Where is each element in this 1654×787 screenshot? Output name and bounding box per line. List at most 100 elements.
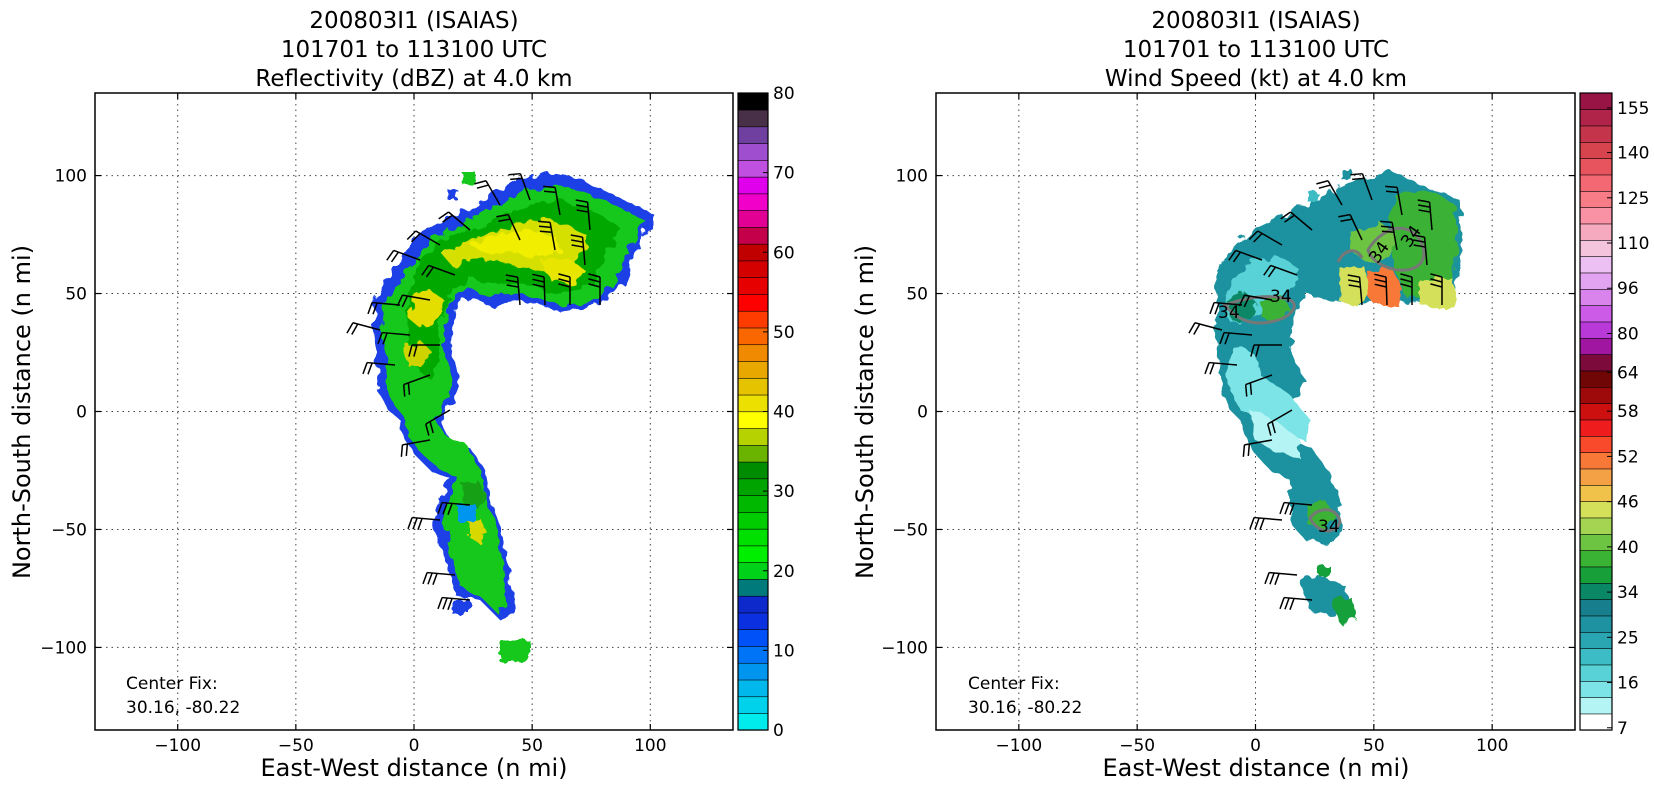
wind-barb-flag: [1385, 185, 1398, 189]
wind-barb-flag: [570, 234, 583, 238]
wind-barbs: [1188, 172, 1443, 610]
colorbar-swatch: [1579, 615, 1613, 633]
wind-barb-flag: [1289, 503, 1295, 515]
colorbar-tick-label: 7: [1617, 719, 1628, 739]
colorbar-tick-label: 20: [773, 562, 795, 582]
wind-barb-flag: [386, 249, 395, 261]
colorbar: 155 140 125 110 96 80 64 58 52 46 40 34 25 16 7: [1579, 92, 1649, 739]
colorbar-swatch: [1579, 582, 1613, 600]
wind-barb-flag: [442, 214, 453, 223]
wind-barb-flag: [1232, 251, 1242, 263]
wind-barb-flag: [372, 302, 378, 315]
wind-barb-flag: [1219, 332, 1225, 345]
colorbar-swatch: [737, 142, 769, 161]
wind-barb-flag: [1348, 284, 1361, 288]
wind-barb-flag: [1279, 597, 1285, 610]
wind-barb-flag: [1418, 209, 1431, 213]
x-tick-label: −100: [154, 736, 201, 756]
colorbar-swatch: [1579, 239, 1613, 257]
wind-barb-flag: [1374, 283, 1387, 288]
wind-barb-flag: [543, 190, 557, 194]
colorbar-swatch: [737, 478, 769, 496]
wind-barb-flag: [474, 180, 487, 185]
colorbar: 80 70 60 50 40 30 20 10 0: [737, 84, 795, 741]
wind-barb-flag: [427, 572, 433, 585]
y-tick-label: 0: [917, 403, 928, 423]
panel-title-line2: 101701 to 113100 UTC: [1123, 37, 1389, 63]
x-tick-label: −50: [1119, 736, 1155, 756]
colorbar-swatch: [1579, 468, 1613, 486]
x-axis-label: East-West distance (n mi): [260, 754, 567, 782]
wind-barb-flag: [1347, 274, 1360, 278]
colorbar-swatch: [1579, 125, 1613, 143]
wind-barb-flag: [1193, 323, 1201, 335]
wind-barb-flag: [1352, 177, 1365, 181]
colorbar-swatch: [737, 427, 769, 446]
colorbar-swatch: [1579, 664, 1613, 682]
wind-barb-flag: [508, 172, 521, 176]
colorbar-swatch: [1579, 305, 1613, 323]
wind-barb-flag: [447, 503, 453, 515]
colorbar-tick-label: 16: [1617, 674, 1639, 694]
y-tick-label: −50: [892, 520, 928, 540]
colorbar-tick-label: 125: [1617, 189, 1649, 209]
colorbar-swatch: [1579, 697, 1613, 715]
x-tick-label: −50: [278, 736, 314, 756]
wind-barb-flag: [1430, 278, 1443, 283]
colorbar-swatch: [737, 377, 769, 396]
wind-barb-flag: [1284, 502, 1290, 515]
colorbar-swatch: [1579, 566, 1613, 584]
wind-barb-flag: [588, 273, 601, 278]
wind-barb-flag: [1247, 443, 1251, 457]
wind-barb-flag: [588, 283, 601, 288]
colorbar-swatch: [737, 595, 769, 614]
wind-barb-flag: [1249, 382, 1253, 395]
wind-barb-flag: [390, 251, 400, 263]
colorbar-swatch: [737, 662, 769, 681]
colorbar-swatch: [1579, 648, 1613, 666]
colorbar-tick-label: 34: [1617, 583, 1639, 603]
colorbar-swatch: [1579, 517, 1613, 535]
colorbar-tick-label: 110: [1617, 234, 1649, 254]
wind-barb-flag: [1340, 218, 1353, 222]
wind-barb-flag: [1400, 273, 1413, 278]
wind-barb-flag: [1249, 517, 1255, 530]
wind-barb-flag: [1430, 283, 1443, 288]
wind-barb-flag: [447, 598, 453, 610]
colorbar-swatch: [737, 629, 769, 647]
wind-barb-flag: [437, 502, 443, 515]
wind-barb-flag: [576, 204, 589, 208]
wind-barb-flag: [1253, 232, 1263, 243]
wind-barb-flag: [1255, 344, 1260, 357]
y-tick-label: 50: [65, 285, 87, 305]
wind-barb-flag: [1380, 225, 1394, 229]
wind-barb-staff: [543, 276, 546, 306]
colorbar-swatch: [1579, 337, 1613, 355]
wind-barb-flag: [558, 283, 571, 288]
colorbar-swatch: [737, 645, 769, 664]
wind-barb-flag: [558, 273, 571, 278]
wind-barb-flag: [1279, 502, 1285, 515]
wind-barb-flag: [437, 597, 443, 610]
colorbar-swatch: [1579, 223, 1613, 241]
colorbar-swatch: [1579, 109, 1613, 127]
contour-label: 34: [1270, 287, 1292, 307]
colorbar-swatch: [1579, 190, 1613, 208]
wind-barb-flag: [1284, 214, 1295, 223]
wind-barb-flag: [1374, 278, 1387, 283]
wind-barb-flag: [1400, 283, 1413, 288]
colorbar-swatch: [1579, 174, 1613, 192]
axis-ticks: −100 −50 0 50 100 100 50 0 −50 −100: [40, 93, 733, 756]
y-tick-label: 0: [76, 403, 87, 423]
colorbar-tick-label: 155: [1617, 99, 1649, 119]
contour-label: 34: [1318, 517, 1340, 537]
wind-barb-flag: [438, 211, 449, 220]
wind-barb-flag: [367, 302, 373, 315]
colorbar-swatch: [1579, 419, 1613, 437]
x-axis-label: East-West distance (n mi): [1102, 754, 1409, 782]
colorbar-swatch: [1579, 288, 1613, 306]
wind-barb-flag: [1271, 421, 1276, 434]
wind-barb-flag: [429, 421, 434, 434]
x-tick-label: −100: [995, 736, 1042, 756]
wind-barb-flag: [425, 266, 435, 278]
